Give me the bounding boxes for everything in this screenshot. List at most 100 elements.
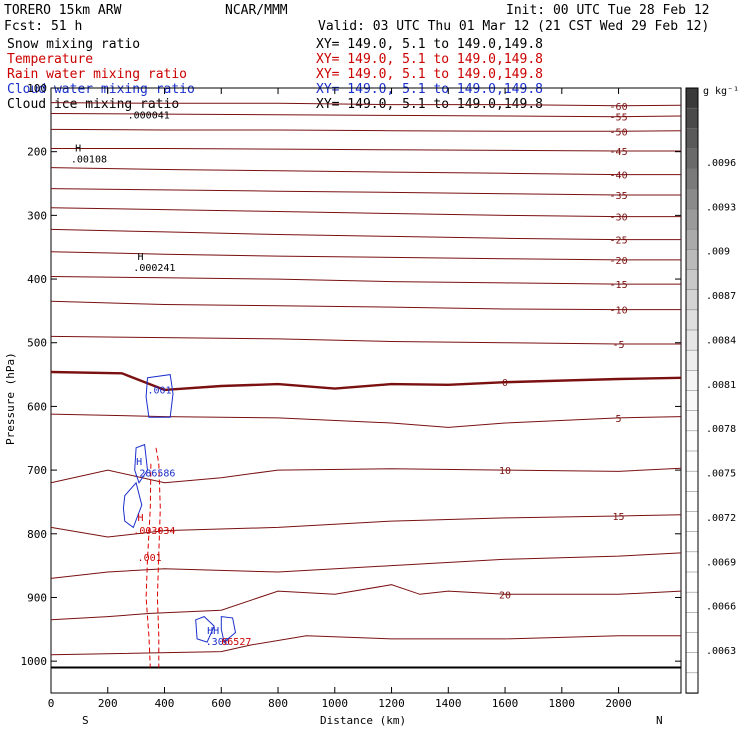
colorbar-swatch — [685, 188, 699, 210]
legend-entry: Cloud ice mixing ratio — [7, 97, 179, 112]
colorbar-tick-label: .0075 — [706, 469, 736, 480]
colorbar-swatch — [685, 672, 699, 694]
colorbar-swatch — [685, 632, 699, 654]
annotation-label: H — [136, 457, 142, 468]
y-tick-label: 400 — [27, 273, 47, 286]
colorbar-unit: g kg⁻¹ — [703, 86, 739, 97]
y-axis-label: Pressure (hPa) — [4, 352, 17, 445]
colorbar-tick-label: .0066 — [706, 602, 736, 613]
colorbar-tick-label: .0081 — [706, 380, 736, 391]
colorbar-tick-label: .0093 — [706, 202, 736, 213]
x-axis-label: Distance (km) — [320, 714, 406, 727]
temperature-contour — [50, 335, 681, 345]
colorbar-swatch — [685, 450, 699, 472]
colorbar-tick-label: .0087 — [706, 291, 736, 302]
colorbar-swatch — [685, 168, 699, 190]
temperature-contour — [50, 514, 682, 538]
colorbar-swatch — [685, 652, 699, 674]
cloud-water-contour — [145, 374, 174, 418]
legend-xy-range: XY= 149.0, 5.1 to 149.0,149.8 — [316, 37, 543, 52]
colorbar-tick-label: .0072 — [706, 513, 736, 524]
colorbar-swatch — [685, 329, 699, 351]
init-time: Init: 00 UTC Tue 28 Feb 12 — [506, 3, 710, 18]
plot-frame — [50, 87, 682, 694]
y-tick-label: 200 — [27, 146, 47, 159]
y-tick-label: 900 — [27, 591, 47, 604]
temperature-contour — [50, 228, 681, 241]
org-title: NCAR/MMM — [225, 3, 288, 18]
y-tick-label: 800 — [27, 528, 47, 541]
annotation-label: .001 — [147, 386, 171, 397]
legend-entry: Rain water mixing ratio — [7, 67, 187, 82]
temperature-label: 5 — [616, 414, 622, 425]
legend-entry: Cloud water mixing ratio — [7, 82, 195, 97]
temperature-contour — [50, 128, 682, 132]
x-tick-label: 400 — [155, 697, 175, 710]
legend-entry: Temperature — [7, 52, 93, 67]
temperature-label: -25 — [610, 236, 628, 247]
temperature-contour — [50, 467, 682, 484]
temperature-contour — [50, 584, 682, 621]
annotation-label: .000241 — [133, 263, 175, 274]
plot-area: -60-55-50-45-40-35-30-25-20-15-10-505101… — [50, 87, 682, 694]
colorbar-swatch — [685, 571, 699, 593]
annotation-label: .000041 — [128, 111, 170, 122]
x-tick-label: 0 — [48, 697, 55, 710]
colorbar-frame — [685, 87, 699, 694]
temperature-contour — [50, 207, 681, 218]
annotation-label: H — [138, 513, 144, 524]
colorbar-swatch — [685, 128, 699, 150]
x-tick-label: 1800 — [549, 697, 576, 710]
annotation-label: 66527 — [221, 637, 251, 648]
temperature-label: -45 — [610, 147, 628, 158]
colorbar-tick-label: .0084 — [706, 335, 736, 346]
x-tick-label: 200 — [98, 697, 118, 710]
end-label-right: N — [656, 714, 663, 727]
colorbar-swatch — [685, 269, 699, 291]
colorbar-tick-label: .0078 — [706, 424, 736, 435]
temperature-label: -35 — [610, 191, 628, 202]
forecast-hour: Fcst: 51 h — [4, 19, 82, 34]
temperature-label: -15 — [610, 280, 628, 291]
temperature-label: -40 — [610, 171, 628, 182]
colorbar-swatch — [685, 148, 699, 170]
colorbar-tick-label: .0096 — [706, 158, 736, 169]
end-label-left: S — [82, 714, 89, 727]
temperature-contour — [50, 102, 682, 107]
x-tick-label: 800 — [268, 697, 288, 710]
annotation-label: H — [75, 144, 81, 155]
temperature-contour — [50, 167, 681, 176]
x-tick-label: 1200 — [378, 697, 405, 710]
temperature-label: -60 — [610, 102, 628, 113]
cloud-water-contour — [134, 443, 149, 484]
temperature-label: -5 — [613, 340, 625, 351]
colorbar-swatch — [685, 551, 699, 573]
colorbar-swatch — [685, 591, 699, 614]
temperature-contour — [50, 552, 682, 579]
colorbar-swatch — [685, 309, 699, 331]
temperature-contour — [50, 300, 681, 311]
colorbar-swatch — [685, 249, 699, 271]
y-tick-label: 700 — [27, 464, 47, 477]
colorbar-swatch — [685, 87, 699, 109]
colorbar-swatch — [685, 289, 699, 311]
x-tick-label: 1000 — [322, 697, 349, 710]
legend-xy-range: XY= 149.0, 5.1 to 149.0,149.8 — [316, 82, 543, 97]
cloud-water-contour — [220, 616, 237, 644]
y-tick-label: 100 — [27, 82, 47, 95]
temperature-label: 0 — [502, 378, 508, 389]
annotation-label: .286586 — [133, 468, 175, 479]
temperature-contour — [50, 413, 682, 428]
temperature-label: -55 — [610, 113, 628, 124]
colorbar-swatch — [685, 430, 699, 452]
annotation-label: HH — [207, 626, 219, 637]
x-tick-label: 1400 — [435, 697, 462, 710]
colorbar-swatch — [685, 228, 699, 251]
colorbar-swatch — [685, 370, 699, 392]
legend-xy-range: XY= 149.0, 5.1 to 149.0,149.8 — [316, 67, 543, 82]
rain-contour — [155, 447, 161, 668]
temperature-label: -30 — [610, 213, 628, 224]
colorbar-tick-label: .009 — [706, 247, 730, 258]
legend-xy-range: XY= 149.0, 5.1 to 149.0,149.8 — [316, 52, 543, 67]
